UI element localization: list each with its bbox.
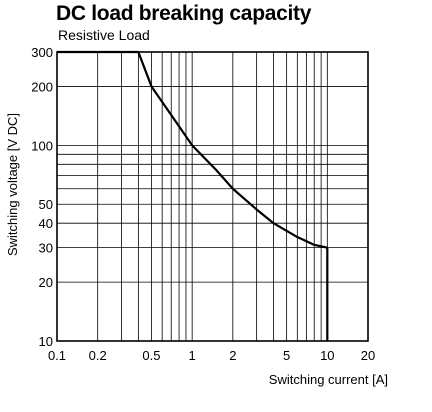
x-tick-label: 0.2 [89,348,107,363]
y-tick-label: 200 [31,79,53,94]
y-tick-label: 20 [39,275,53,290]
x-tick-label: 10 [320,348,334,363]
y-tick-label: 30 [39,241,53,256]
x-tick-labels: 0.1 0.2 0.5 1 2 5 10 20 [48,348,375,363]
chart-subtitle: Resistive Load [58,27,150,43]
y-tick-label: 300 [31,45,53,60]
plot-frame [56,51,369,342]
x-axis-label: Switching current [A] [269,372,388,387]
series-line [57,50,329,341]
x-tick-label: 0.1 [48,348,66,363]
x-tick-label: 5 [283,348,290,363]
series-group [57,50,329,341]
y-tick-labels: 10 20 30 40 50 100 200 300 [31,45,53,349]
y-tick-label: 100 [31,138,53,153]
grid [56,51,369,342]
y-tick-label: 50 [39,197,53,212]
y-tick-label: 40 [39,216,53,231]
y-axis-label: Switching voltage [V DC] [5,113,20,256]
x-tick-label: 0.5 [142,348,160,363]
chart-title: DC load breaking capacity [56,2,312,25]
x-tick-label: 1 [189,348,196,363]
x-tick-label: 20 [361,348,375,363]
x-tick-label: 2 [229,348,236,363]
y-tick-label: 10 [39,334,53,349]
